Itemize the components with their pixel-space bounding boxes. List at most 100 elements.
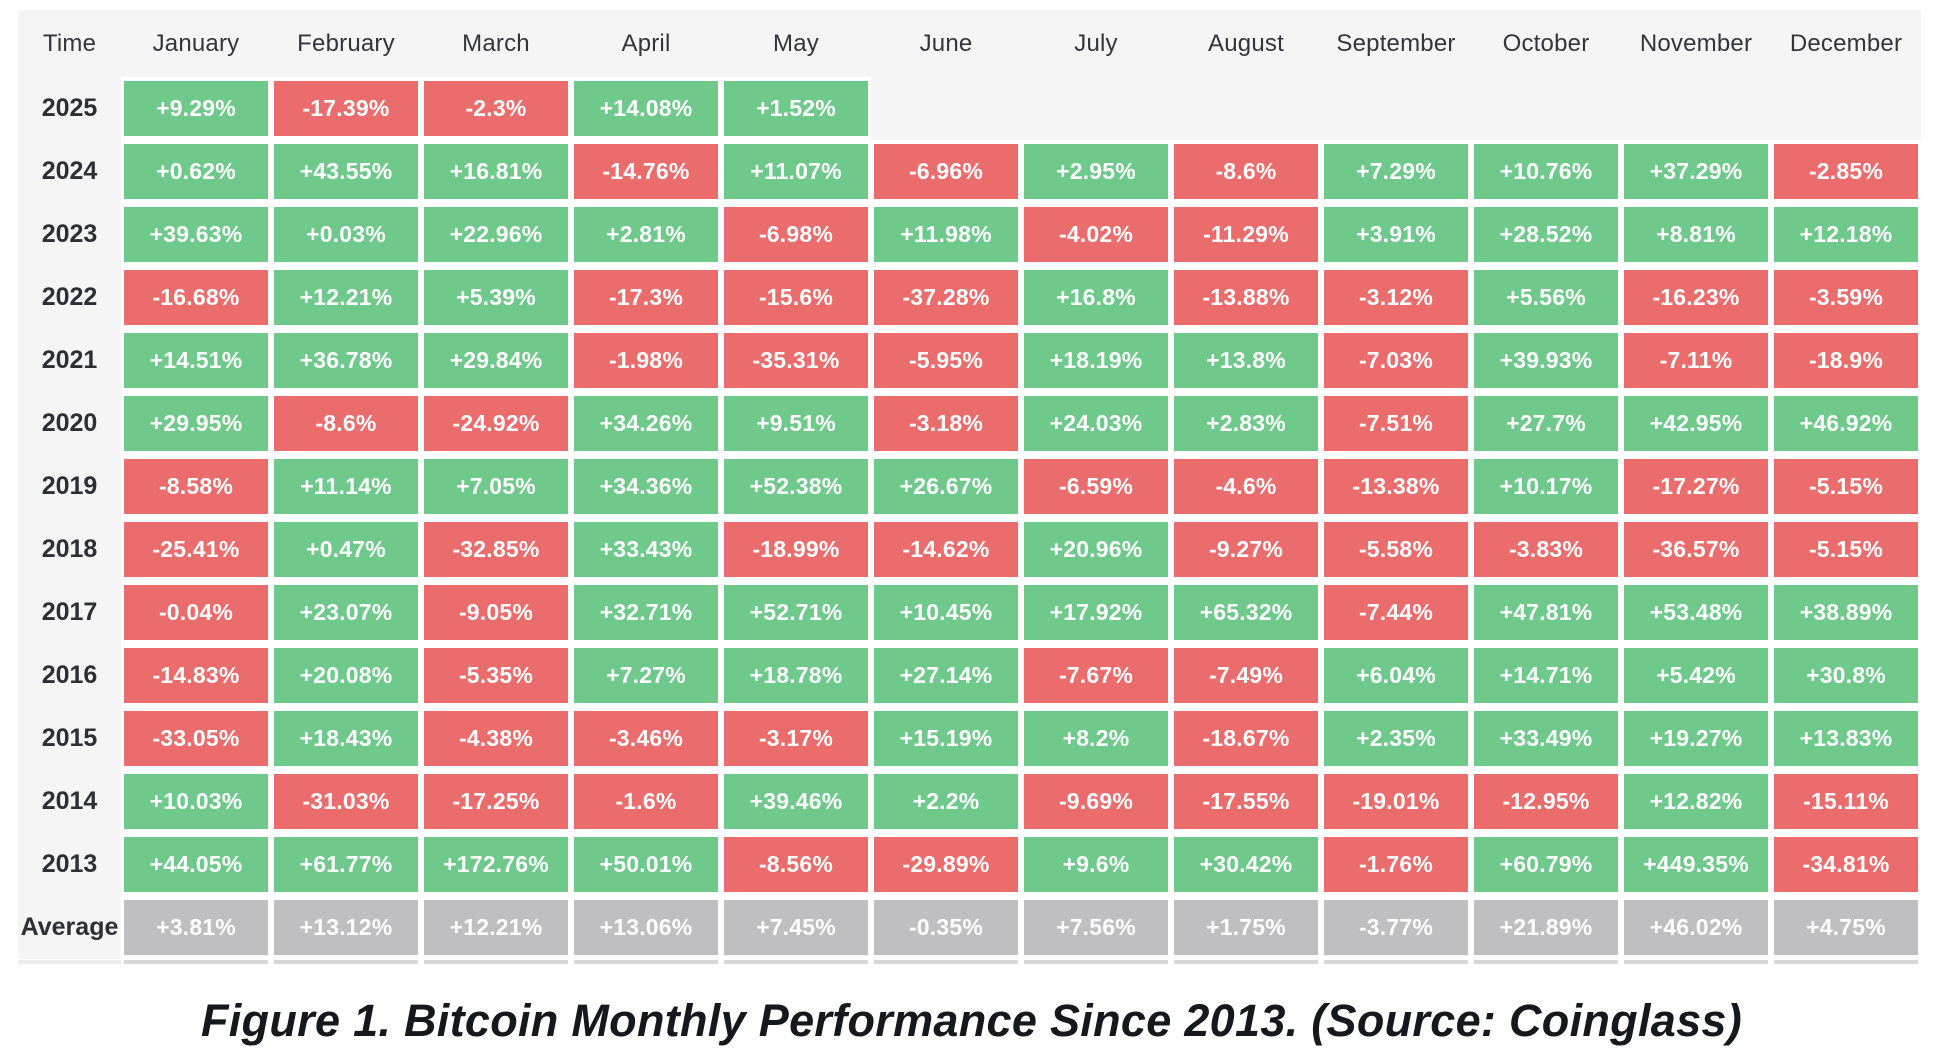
month-column-header-march: March — [462, 29, 530, 57]
value-cell-2024-june: -6.96% — [871, 140, 1021, 203]
value-cell-2016-december: +30.8% — [1771, 644, 1921, 707]
cell-value: +18.43% — [274, 711, 418, 766]
value-cell-2014-september: -19.01% — [1321, 770, 1471, 833]
cell-value: +21.89% — [1474, 900, 1618, 955]
month-column-header-june: June — [919, 29, 973, 57]
value-cell-2020-march: -24.92% — [421, 392, 571, 455]
row-label: 2017 — [41, 598, 98, 626]
cell-value: +39.93% — [1474, 333, 1618, 388]
value-cell-2015-march: -4.38% — [421, 707, 571, 770]
value-cell-average-march: +12.21% — [421, 896, 571, 959]
cell-value: -35.31% — [724, 333, 868, 388]
value-cell-2021-february: +36.78% — [271, 329, 421, 392]
value-cell-2017-august: +65.32% — [1171, 581, 1321, 644]
cell-value: -4.02% — [1024, 207, 1168, 262]
value-cell-2021-june: -5.95% — [871, 329, 1021, 392]
table-row-2020: 2020 +29.95% -8.6% -24.92% +34.26% +9.51% -3.1… — [18, 392, 1921, 455]
cell-value: +18.78% — [724, 648, 868, 703]
table-cutoff-segment — [724, 960, 868, 968]
cell-value: +7.45% — [724, 900, 868, 955]
value-cell-2017-november: +53.48% — [1621, 581, 1771, 644]
value-cell-2018-june: -14.62% — [871, 518, 1021, 581]
value-cell-2016-october: +14.71% — [1471, 644, 1621, 707]
value-cell-2017-december: +38.89% — [1771, 581, 1921, 644]
value-cell-2019-march: +7.05% — [421, 455, 571, 518]
value-cell-2015-november: +19.27% — [1621, 707, 1771, 770]
value-cell-average-may: +7.45% — [721, 896, 871, 959]
value-cell-2017-october: +47.81% — [1471, 581, 1621, 644]
month-column-header-september: September — [1336, 29, 1456, 57]
value-cell-2017-january: -0.04% — [121, 581, 271, 644]
cell-value: +29.95% — [124, 396, 268, 451]
empty-cell — [871, 77, 1021, 140]
cell-value: +27.7% — [1474, 396, 1618, 451]
value-cell-2014-march: -17.25% — [421, 770, 571, 833]
cell-value: +0.03% — [274, 207, 418, 262]
value-cell-2018-november: -36.57% — [1621, 518, 1771, 581]
cell-value: +9.6% — [1024, 837, 1168, 892]
cell-value: -31.03% — [274, 774, 418, 829]
table-row-2013: 2013 +44.05% +61.77% +172.76% +50.01% -8.56% -… — [18, 833, 1921, 896]
cell-value: +33.43% — [574, 522, 718, 577]
cell-value: -14.62% — [874, 522, 1018, 577]
cell-value: +34.36% — [574, 459, 718, 514]
table-cutoff-segment — [424, 960, 568, 968]
cell-value: +2.2% — [874, 774, 1018, 829]
row-label: 2025 — [41, 94, 98, 122]
table-cutoff-segment — [874, 960, 1018, 968]
value-cell-2015-april: -3.46% — [571, 707, 721, 770]
value-cell-2022-july: +16.8% — [1021, 266, 1171, 329]
empty-cell — [1771, 77, 1921, 140]
cell-value: +172.76% — [424, 837, 568, 892]
cell-value: +47.81% — [1474, 585, 1618, 640]
value-cell-2021-august: +13.8% — [1171, 329, 1321, 392]
value-cell-2015-october: +33.49% — [1471, 707, 1621, 770]
value-cell-2013-september: -1.76% — [1321, 833, 1471, 896]
cell-value: +7.29% — [1324, 144, 1468, 199]
value-cell-2013-november: +449.35% — [1621, 833, 1771, 896]
cell-value: +11.07% — [724, 144, 868, 199]
cell-value: -18.99% — [724, 522, 868, 577]
cell-value: -11.29% — [1174, 207, 1318, 262]
cell-value: +20.08% — [274, 648, 418, 703]
value-cell-2024-march: +16.81% — [421, 140, 571, 203]
value-cell-2019-april: +34.36% — [571, 455, 721, 518]
cell-value: -2.85% — [1774, 144, 1918, 199]
value-cell-2016-april: +7.27% — [571, 644, 721, 707]
value-cell-2019-july: -6.59% — [1021, 455, 1171, 518]
cell-value: -15.6% — [724, 270, 868, 325]
value-cell-average-february: +13.12% — [271, 896, 421, 959]
row-label: 2018 — [41, 535, 98, 563]
value-cell-2022-april: -17.3% — [571, 266, 721, 329]
table-cutoff-segment — [1474, 960, 1618, 968]
value-cell-2022-june: -37.28% — [871, 266, 1021, 329]
value-cell-2025-january: +9.29% — [121, 77, 271, 140]
value-cell-2014-may: +39.46% — [721, 770, 871, 833]
cell-value: -29.89% — [874, 837, 1018, 892]
cell-value: -8.56% — [724, 837, 868, 892]
cell-value: -6.96% — [874, 144, 1018, 199]
month-column-header-may: May — [773, 29, 819, 57]
cell-value: +36.78% — [274, 333, 418, 388]
value-cell-2023-march: +22.96% — [421, 203, 571, 266]
value-cell-2018-august: -9.27% — [1171, 518, 1321, 581]
value-cell-2015-january: -33.05% — [121, 707, 271, 770]
month-column-header-december: December — [1789, 29, 1903, 57]
value-cell-2020-february: -8.6% — [271, 392, 421, 455]
value-cell-2018-january: -25.41% — [121, 518, 271, 581]
value-cell-2024-november: +37.29% — [1621, 140, 1771, 203]
row-label: 2019 — [41, 472, 98, 500]
value-cell-2018-march: -32.85% — [421, 518, 571, 581]
value-cell-2016-january: -14.83% — [121, 644, 271, 707]
cell-value: +42.95% — [1624, 396, 1768, 451]
cell-value: +60.79% — [1474, 837, 1618, 892]
cell-value: -1.76% — [1324, 837, 1468, 892]
value-cell-average-january: +3.81% — [121, 896, 271, 959]
cell-value: -16.68% — [124, 270, 268, 325]
value-cell-2024-august: -8.6% — [1171, 140, 1321, 203]
cell-value: -16.23% — [1624, 270, 1768, 325]
cell-value: +32.71% — [574, 585, 718, 640]
value-cell-2022-march: +5.39% — [421, 266, 571, 329]
row-label: 2022 — [41, 283, 98, 311]
cell-value: +44.05% — [124, 837, 268, 892]
